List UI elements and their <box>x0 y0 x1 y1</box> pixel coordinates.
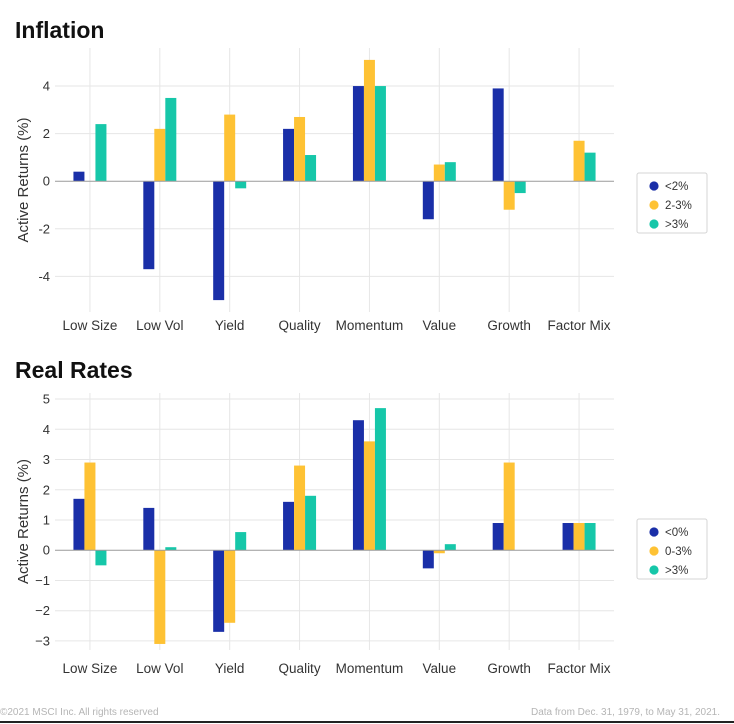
y-tick-label: −1 <box>35 573 50 588</box>
legend-label: 0-3% <box>665 546 692 558</box>
legend-label: <2% <box>665 181 688 193</box>
legend: <0% 0-3% >3% <box>636 518 708 580</box>
bar-low-vol-2-3pct <box>154 128 166 182</box>
bar-value-0-3pct <box>433 550 445 554</box>
bar-quality-0-3pct <box>294 465 306 551</box>
y-tick-label: -4 <box>38 269 50 284</box>
bar-yield-lt-0pct <box>213 550 225 632</box>
x-category-label: Growth <box>487 661 531 676</box>
bar-momentum-lt-0pct <box>352 420 364 551</box>
x-category-label: Yield <box>215 318 245 333</box>
x-category-label: Quality <box>279 318 321 333</box>
bar-low-size-gt-3pct <box>95 550 107 566</box>
bar-factor-mix-2-3pct <box>573 140 585 182</box>
x-category-label: Factor Mix <box>548 318 611 333</box>
legend-label: >3% <box>665 565 688 577</box>
bar-value-lt-0pct <box>422 550 434 569</box>
x-category-label: Quality <box>279 661 321 676</box>
y-tick-label: 2 <box>43 126 50 141</box>
bar-yield-gt-3pct <box>235 181 247 189</box>
footer-source: Data from Dec. 31, 1979, to May 31, 2021… <box>531 707 720 718</box>
bar-value-gt-3pct <box>444 162 456 182</box>
chart-title: Inflation <box>15 17 104 43</box>
y-tick-label: 2 <box>43 482 50 497</box>
bar-low-vol-0-3pct <box>154 550 166 644</box>
bar-yield-2-3pct <box>224 114 236 182</box>
bar-factor-mix-gt-3pct <box>584 152 596 182</box>
chart-real-rates: Real Rates −3 −2 −1 0 1 2 3 4 5 Active Returns (%)… <box>15 357 708 676</box>
bar-value-2-3pct <box>433 164 445 182</box>
x-category-label: Low Vol <box>136 661 183 676</box>
bar-quality-gt-3pct <box>305 495 317 551</box>
legend: <2% 2-3% >3% <box>636 172 708 234</box>
bar-momentum-gt-3pct <box>374 408 386 551</box>
y-tick-label: 0 <box>43 174 50 189</box>
legend-marker-lt-2pct <box>649 181 659 191</box>
bar-growth-2-3pct <box>503 181 515 210</box>
bar-low-size-lt-0pct <box>73 498 85 551</box>
chart-title: Real Rates <box>15 357 133 383</box>
x-category-label: Growth <box>487 318 531 333</box>
chart-inflation: Inflation -4 -2 0 2 4 Active Returns (%) Low Si… <box>15 17 708 333</box>
x-category-label: Yield <box>215 661 245 676</box>
x-category-label: Momentum <box>336 661 404 676</box>
bar-quality-2-3pct <box>294 116 306 182</box>
y-tick-label: 4 <box>43 79 50 94</box>
legend-label: <0% <box>665 527 688 539</box>
bar-momentum-gt-3pct <box>374 86 386 182</box>
x-category-label: Value <box>423 318 457 333</box>
x-category-label: Momentum <box>336 318 404 333</box>
y-tick-label: 3 <box>43 452 50 467</box>
y-axis-label: Active Returns (%) <box>15 117 32 242</box>
y-tick-label: −3 <box>35 633 50 648</box>
y-tick-label: −2 <box>35 603 50 618</box>
x-category-label: Low Size <box>63 661 118 676</box>
bar-growth-lt-0pct <box>492 523 504 551</box>
bar-low-vol-lt-0pct <box>143 507 155 551</box>
bar-quality-lt-0pct <box>283 501 295 551</box>
legend-marker-gt-3pct <box>649 565 659 575</box>
legend-label: 2-3% <box>665 200 692 212</box>
bar-quality-gt-3pct <box>305 155 317 182</box>
y-axis-label: Active Returns (%) <box>15 459 32 584</box>
bar-quality-lt-2pct <box>283 128 295 182</box>
x-category-label: Low Vol <box>136 318 183 333</box>
legend-marker-2-3pct <box>649 200 659 210</box>
y-tick-label: 4 <box>43 422 50 437</box>
bar-value-lt-2pct <box>422 181 434 220</box>
footer-copyright: ©2021 MSCI Inc. All rights reserved <box>0 707 159 718</box>
bar-growth-lt-2pct <box>492 88 504 182</box>
x-category-label: Value <box>423 661 457 676</box>
bar-momentum-lt-2pct <box>352 86 364 182</box>
bar-yield-lt-2pct <box>213 181 225 301</box>
bar-yield-gt-3pct <box>235 532 247 551</box>
bar-momentum-0-3pct <box>363 441 375 551</box>
bar-low-vol-lt-2pct <box>143 181 155 270</box>
bar-factor-mix-0-3pct <box>573 523 585 551</box>
bar-low-size-0-3pct <box>84 462 96 551</box>
bar-growth-0-3pct <box>503 462 515 551</box>
bar-low-vol-gt-3pct <box>165 547 177 551</box>
bar-low-size-gt-3pct <box>95 124 107 182</box>
bar-yield-0-3pct <box>224 550 236 623</box>
y-tick-label: -2 <box>38 221 50 236</box>
bar-factor-mix-lt-0pct <box>562 523 574 551</box>
legend-marker-lt-0pct <box>649 527 659 537</box>
bar-value-gt-3pct <box>444 544 456 551</box>
legend-marker-0-3pct <box>649 546 659 556</box>
bar-momentum-2-3pct <box>363 59 375 182</box>
bar-factor-mix-gt-3pct <box>584 523 596 551</box>
y-tick-label: 0 <box>43 543 50 558</box>
legend-label: >3% <box>665 219 688 231</box>
y-tick-label: 1 <box>43 512 50 527</box>
bar-low-vol-gt-3pct <box>165 97 177 182</box>
bar-low-size-lt-2pct <box>73 171 85 182</box>
x-category-label: Low Size <box>63 318 118 333</box>
bar-growth-gt-3pct <box>514 181 526 194</box>
legend-marker-gt-3pct <box>649 219 659 229</box>
y-tick-label: 5 <box>43 392 50 407</box>
x-category-label: Factor Mix <box>548 661 611 676</box>
